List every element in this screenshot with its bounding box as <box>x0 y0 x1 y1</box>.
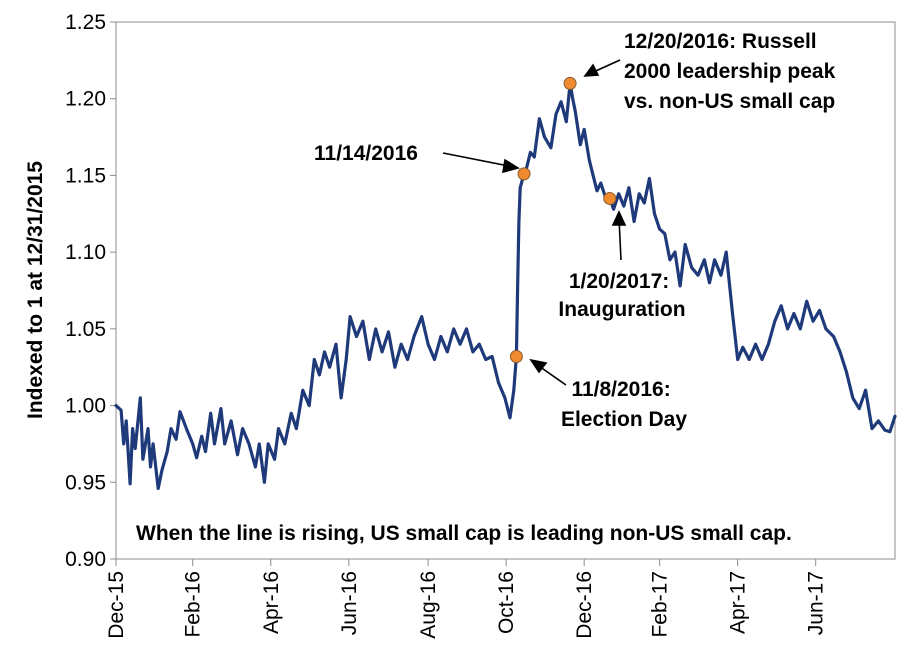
arrow-nov14 <box>442 152 515 168</box>
x-tick-label: Feb-17 <box>649 571 672 638</box>
y-axis-title: Indexed to 1 at 12/31/2015 <box>24 161 47 419</box>
y-tick-label: 1.05 <box>65 318 106 341</box>
x-tick-label: Jun-17 <box>805 571 828 635</box>
annotation-inauguration-line-2: Inauguration <box>558 298 685 321</box>
y-tick-label: 1.15 <box>65 164 106 187</box>
x-tick-label: Oct-16 <box>495 571 518 634</box>
annotation-peak: 12/20/2016: Russell 2000 leadership peak… <box>624 30 841 113</box>
arrowhead-election <box>529 358 548 374</box>
x-tick-label: Apr-16 <box>260 571 283 634</box>
y-tick-label: 1.00 <box>65 395 106 418</box>
annotations: 12/20/2016: Russell 2000 leadership peak… <box>314 30 841 431</box>
y-tick-label: 0.95 <box>65 471 106 494</box>
x-axis: Dec-15 Feb-16 Apr-16 Jun-16 Aug-16 Oct-16 Dec-… <box>105 559 828 639</box>
y-tick-label: 1.25 <box>65 11 106 34</box>
annotation-election-line-2: Election Day <box>561 408 687 431</box>
arrowhead-inauguration <box>611 210 627 226</box>
x-tick-label: Dec-16 <box>573 571 596 639</box>
annotation-election-line-1: 11/8/2016: <box>571 378 670 401</box>
annotation-peak-line-1: 12/20/2016: Russell <box>624 30 817 53</box>
x-tick-label: Aug-16 <box>417 571 440 639</box>
x-tick-label: Feb-16 <box>182 571 205 638</box>
x-tick-label: Dec-15 <box>105 571 128 639</box>
y-tick-label: 1.20 <box>65 88 106 111</box>
annotation-inauguration-line-1: 1/20/2017: <box>569 270 669 293</box>
y-tick-label: 0.90 <box>65 548 106 571</box>
x-tick-label: Jun-16 <box>338 571 361 635</box>
annotation-election: 11/8/2016: Election Day <box>561 378 687 431</box>
x-tick-label: Apr-17 <box>727 571 750 634</box>
annotation-arrows <box>442 59 627 386</box>
chart-note: When the line is rising, US small cap is… <box>136 522 792 545</box>
y-tick-label: 1.10 <box>65 241 106 264</box>
event-marker <box>563 76 577 90</box>
annotation-nov14: 11/14/2016 <box>314 142 418 165</box>
arrowhead-peak <box>583 63 600 77</box>
arrowhead-nov14 <box>502 158 521 174</box>
event-marker <box>603 191 617 205</box>
annotation-peak-line-2: 2000 leadership peak <box>624 60 836 83</box>
event-marker <box>517 167 531 181</box>
plot-area <box>115 21 896 560</box>
annotation-inauguration: 1/20/2017: Inauguration <box>558 270 685 321</box>
series-line <box>114 81 897 490</box>
event-marker <box>509 349 523 363</box>
annotation-peak-line-3: vs. non-US small cap <box>624 90 835 113</box>
y-axis: Indexed to 1 at 12/31/2015 0.90 0.95 1.00 1… <box>24 11 116 571</box>
